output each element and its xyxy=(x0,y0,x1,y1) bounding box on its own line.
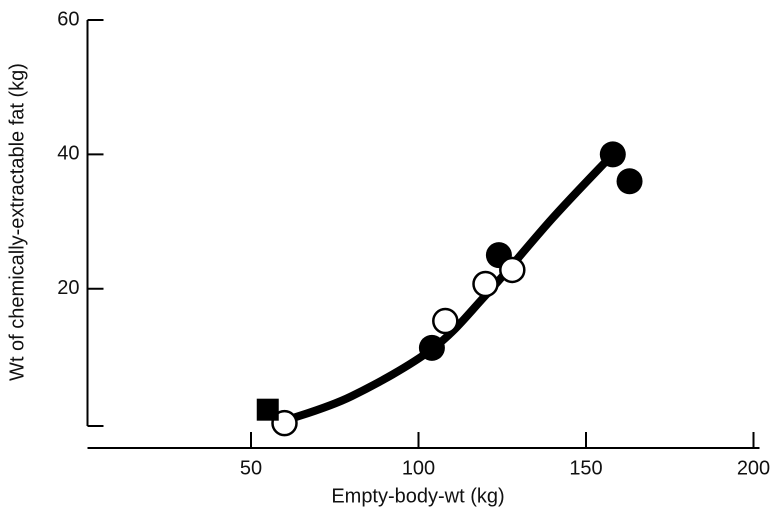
filled-point xyxy=(418,334,445,361)
y-tick-label: 60 xyxy=(57,8,79,30)
y-axis-label: Wt of chemically-extractable fat (kg) xyxy=(6,63,28,381)
open-point xyxy=(499,256,526,284)
filled-point xyxy=(599,141,626,168)
y-tick-label: 20 xyxy=(57,277,79,299)
x-tick-label: 150 xyxy=(569,457,602,479)
x-tick-label: 100 xyxy=(402,457,435,479)
open-point xyxy=(432,307,459,335)
square-point xyxy=(256,398,279,421)
x-tick-label: 50 xyxy=(240,457,262,479)
filled-point xyxy=(616,168,643,195)
open-point xyxy=(472,270,499,298)
x-tick-label: 200 xyxy=(737,457,770,479)
x-axis-label: Empty-body-wt (kg) xyxy=(331,485,504,507)
y-tick-label: 40 xyxy=(57,143,79,165)
fit-curve xyxy=(283,153,614,424)
